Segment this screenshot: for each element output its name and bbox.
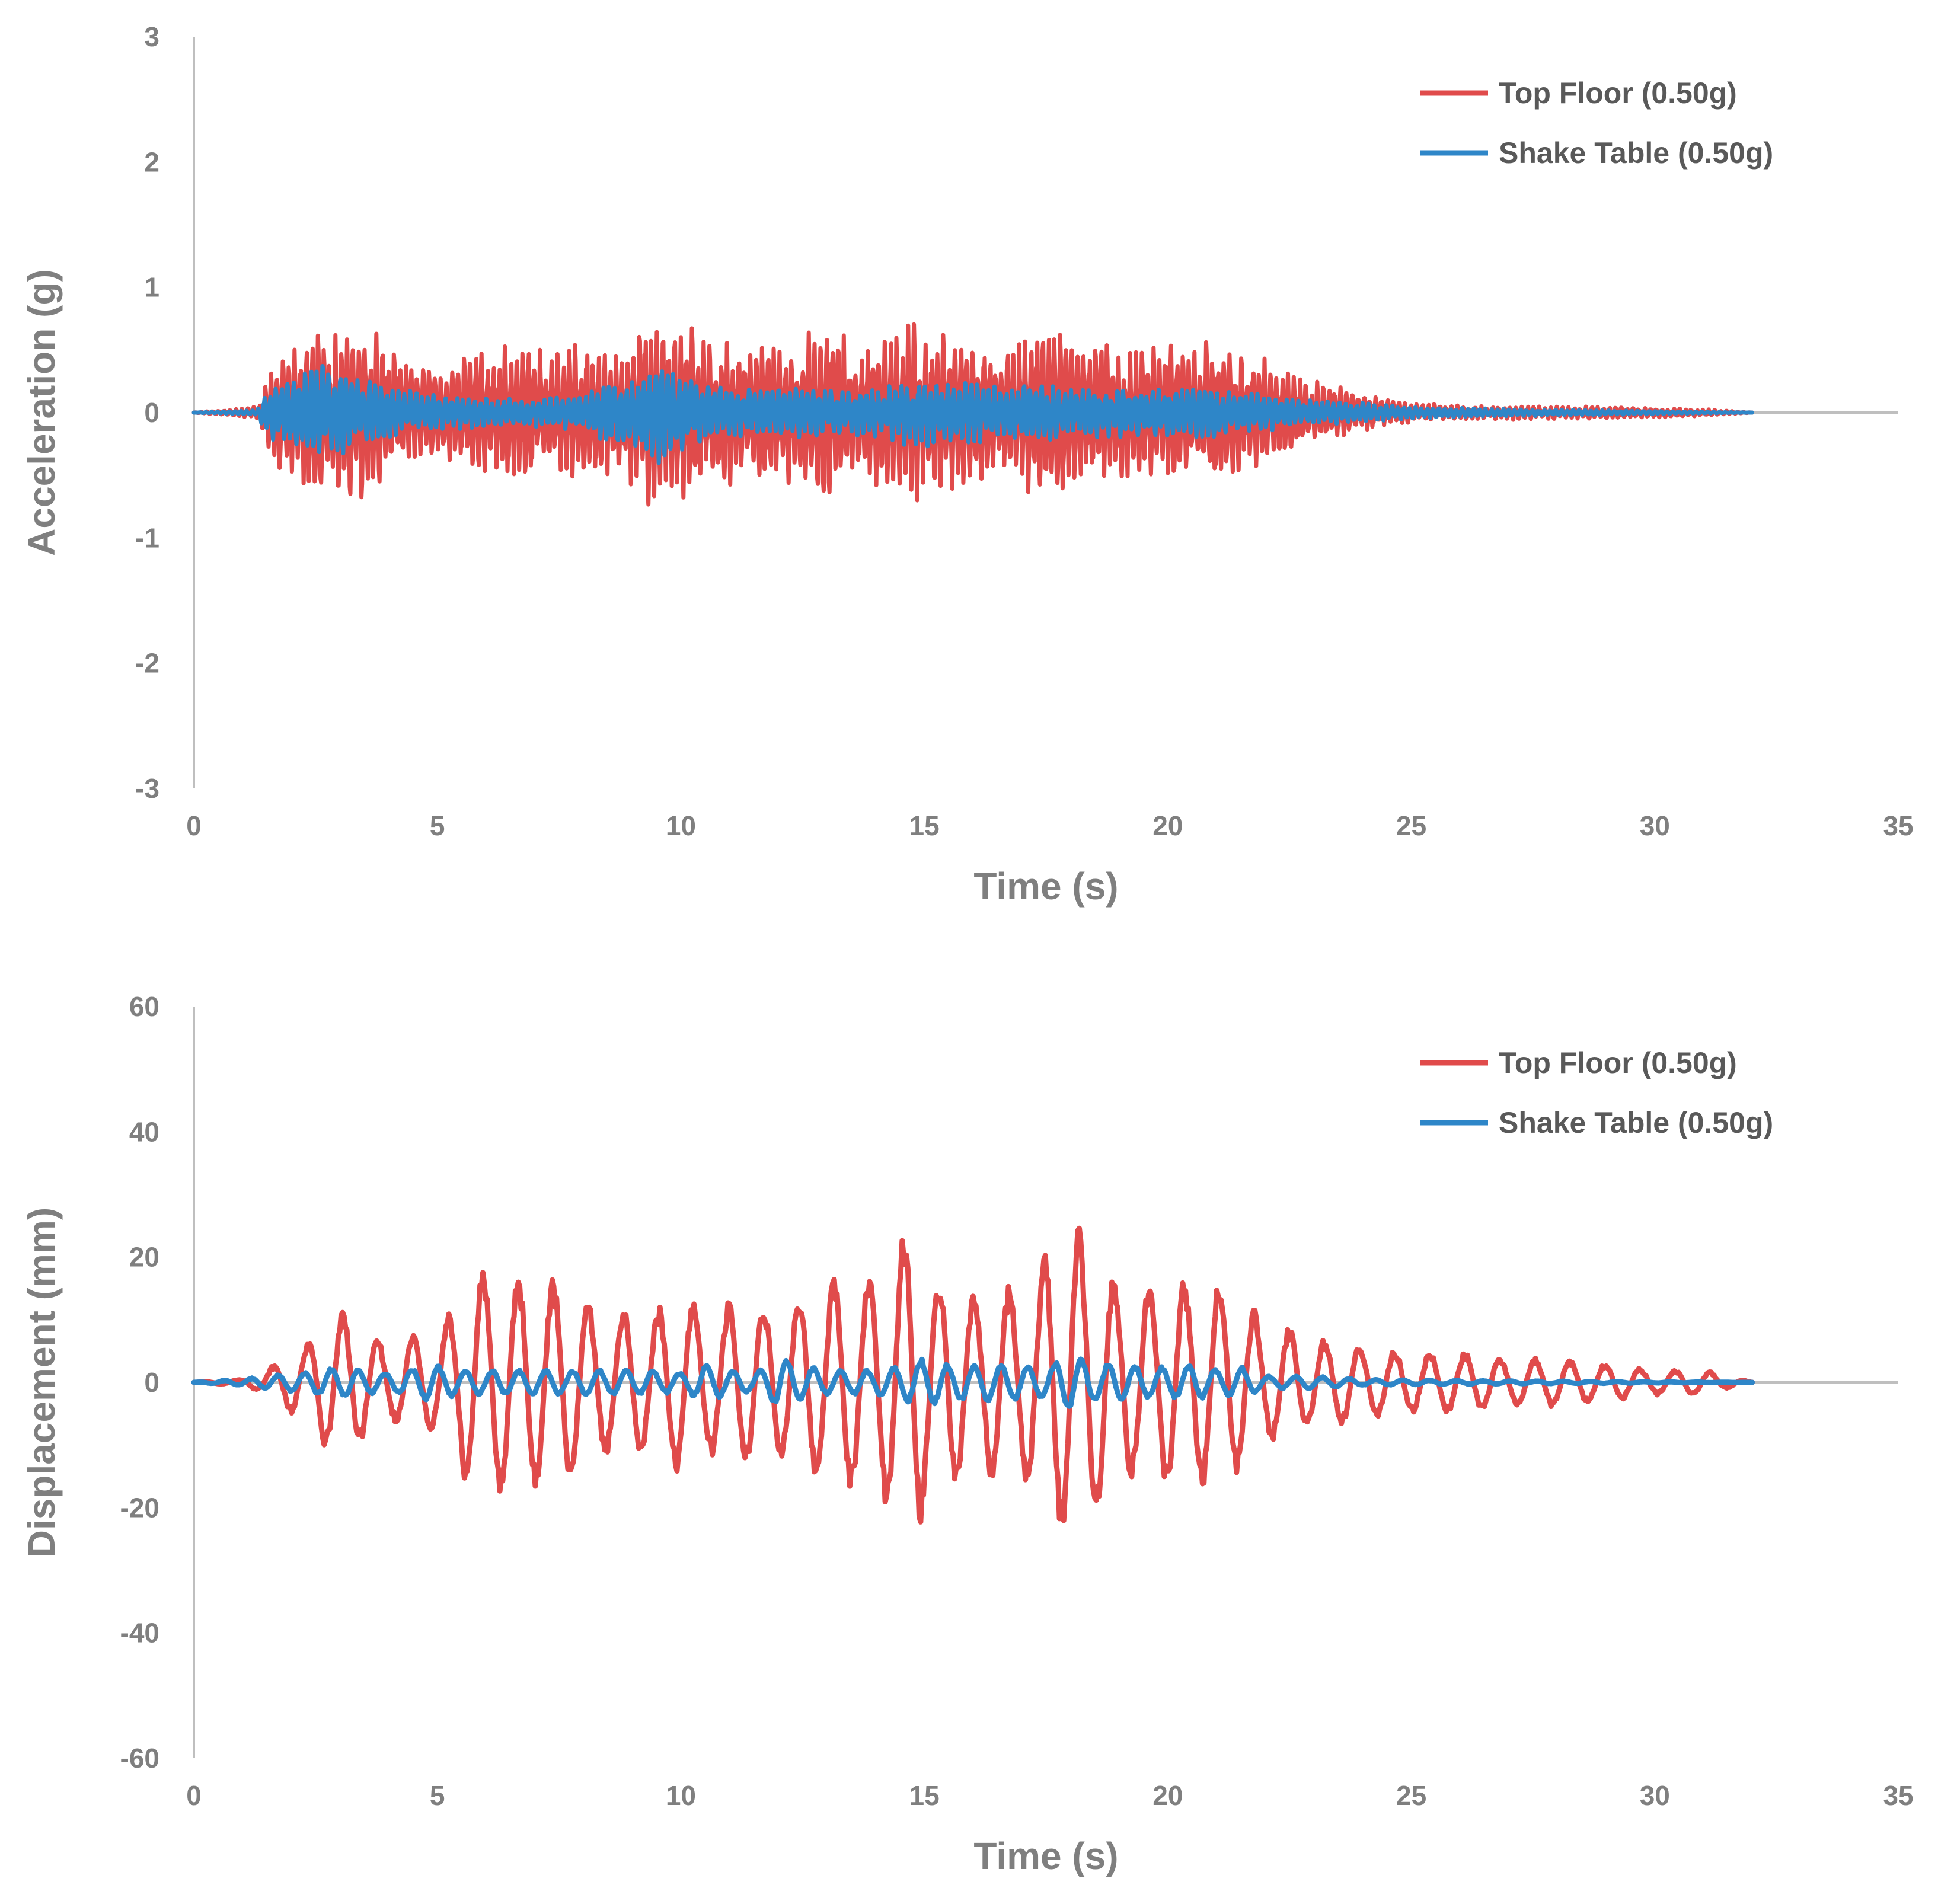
displacement-x-tick-label: 15 [909,1780,940,1811]
displacement-y-tick-label: 40 [129,1116,159,1147]
acceleration-x-tick-label: 15 [909,810,940,841]
acceleration-series-shake-table [191,364,1755,465]
acceleration-legend-label-shake-table: Shake Table (0.50g) [1499,136,1773,170]
displacement-legend-label-shake-table: Shake Table (0.50g) [1499,1106,1773,1139]
acceleration-x-tick-label: 35 [1883,810,1913,841]
acceleration-y-tick-label: 1 [144,272,159,303]
acceleration-y-tick-label: -1 [135,522,159,553]
displacement-y-tick-label: -60 [120,1743,159,1774]
acceleration-x-tick-label: 25 [1396,810,1426,841]
acceleration-legend-label-top-floor: Top Floor (0.50g) [1499,76,1737,110]
displacement-chart: -60 -40 -20 0 20 40 60 0 5 10 15 20 25 30 35 Time (s) Di… [20,991,1914,1877]
displacement-x-tick-label: 20 [1152,1780,1183,1811]
acceleration-x-tick-label: 0 [186,810,202,841]
displacement-y-tick-label: 20 [129,1242,159,1273]
acceleration-x-tick-label: 30 [1640,810,1670,841]
displacement-x-tick-label: 30 [1640,1780,1670,1811]
displacement-y-tick-label: -20 [120,1492,159,1523]
acceleration-y-tick-label: -3 [135,773,159,804]
displacement-series-top-floor [191,1225,1755,1525]
displacement-y-tick-label: 0 [144,1367,159,1398]
displacement-x-tick-label: 35 [1883,1780,1913,1811]
acceleration-y-tick-label: 3 [144,21,159,52]
acceleration-x-tick-label: 20 [1152,810,1183,841]
displacement-x-axis-title: Time (s) [973,1835,1118,1877]
displacement-x-tick-label: 25 [1396,1780,1426,1811]
displacement-x-tick-label: 5 [430,1780,445,1811]
displacement-y-axis-title: Displacement (mm) [20,1207,63,1557]
displacement-x-tick-label: 0 [186,1780,202,1811]
acceleration-y-axis-title: Acceleration (g) [20,269,63,556]
displacement-x-tick-label: 10 [666,1780,696,1811]
acceleration-x-tick-label: 10 [666,810,696,841]
acceleration-y-tick-label: -2 [135,648,159,679]
acceleration-x-axis-title: Time (s) [973,865,1118,908]
acceleration-y-tick-label: 2 [144,146,159,177]
acceleration-x-tick-label: 5 [430,810,445,841]
displacement-legend-label-top-floor: Top Floor (0.50g) [1499,1046,1737,1079]
acceleration-y-tick-label: 0 [144,397,159,428]
displacement-series-shake-table [191,1356,1755,1409]
displacement-y-tick-label: 60 [129,991,159,1022]
displacement-y-tick-label: -40 [120,1618,159,1649]
